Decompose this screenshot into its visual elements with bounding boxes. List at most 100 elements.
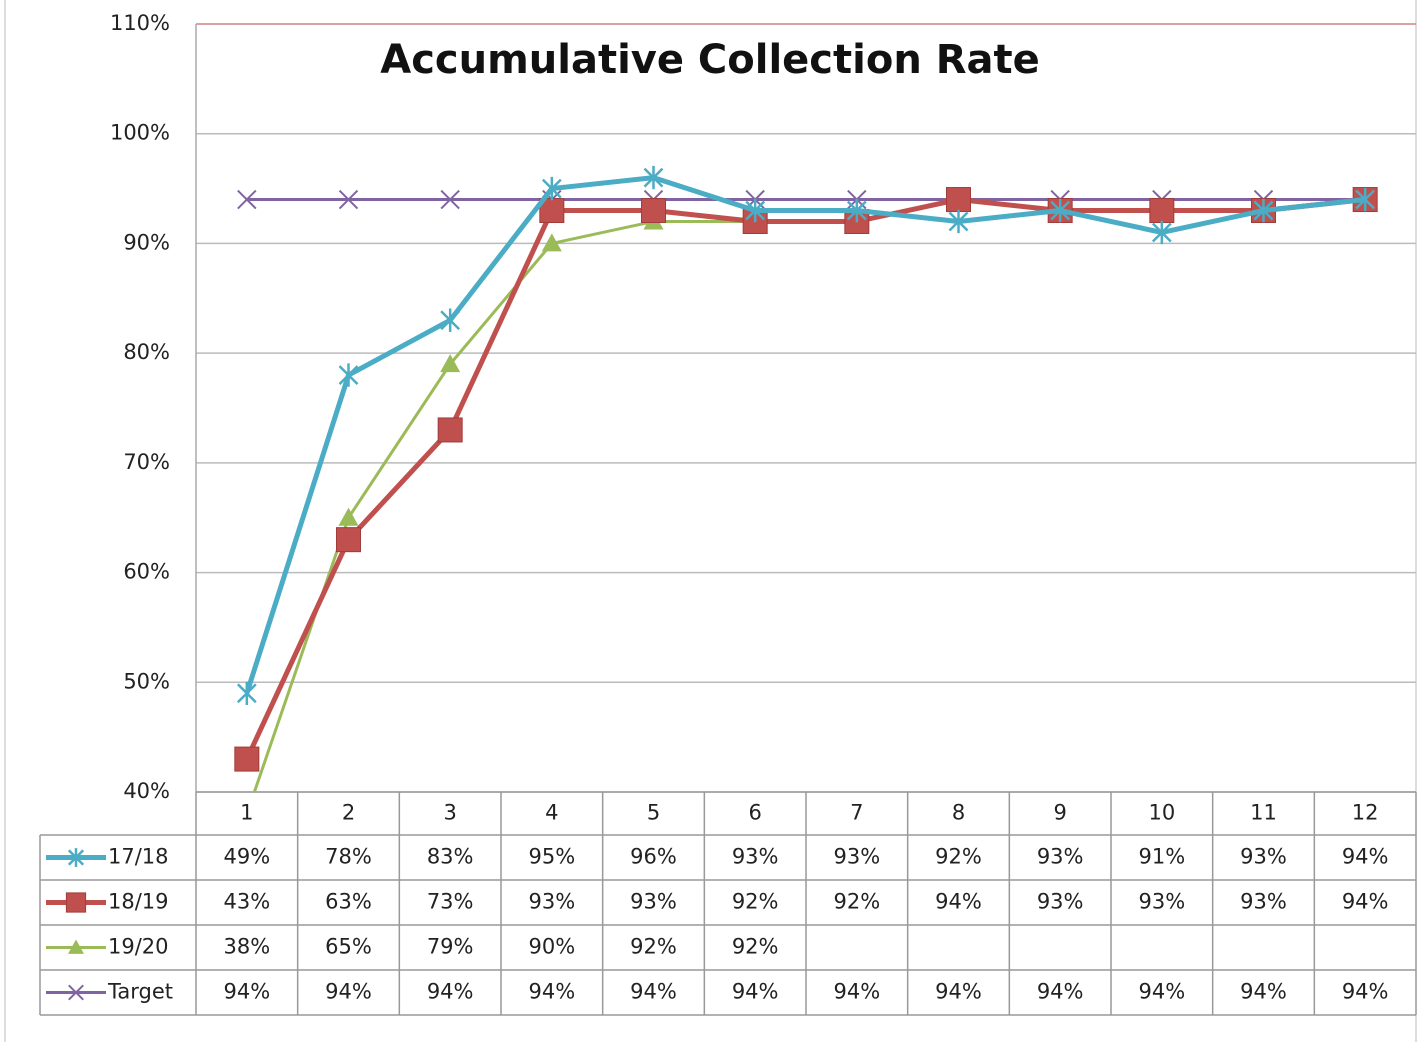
value-label: 93%: [1240, 845, 1287, 869]
legend-label: Target: [107, 980, 173, 1004]
value-label: 93%: [732, 845, 779, 869]
y-tick-label: 40%: [123, 779, 170, 803]
marker: [336, 527, 361, 553]
value-label: 93%: [1138, 890, 1185, 914]
marker-shape: [440, 308, 461, 332]
marker-shape: [437, 417, 463, 443]
marker: [1151, 220, 1172, 245]
marker: [846, 198, 867, 223]
x-tick-label: 7: [850, 801, 863, 825]
marker: [437, 417, 463, 443]
value-label: 90%: [528, 935, 575, 959]
x-tick-label: 11: [1250, 801, 1277, 825]
value-label: 92%: [732, 935, 779, 959]
marker-shape: [234, 746, 260, 772]
marker-shape: [338, 507, 359, 526]
value-label: 83%: [427, 845, 474, 869]
value-label: 93%: [1037, 845, 1084, 869]
value-label: 93%: [630, 890, 677, 914]
marker: [541, 176, 562, 201]
y-tick-label: 60%: [123, 560, 170, 584]
marker-shape: [1253, 198, 1274, 223]
value-label: 63%: [325, 890, 372, 914]
series-line: [244, 197, 1366, 761]
value-label: 92%: [935, 845, 982, 869]
y-tick-label: 110%: [110, 11, 170, 35]
value-label: 94%: [935, 980, 982, 1004]
marker-shape: [1149, 198, 1175, 224]
marker-shape: [338, 189, 359, 210]
value-label: 94%: [223, 980, 270, 1004]
marker-shape: [946, 187, 971, 213]
x-tick-label: 2: [342, 801, 355, 825]
value-label: 92%: [630, 935, 677, 959]
value-label: 94%: [1138, 980, 1185, 1004]
value-label: 43%: [223, 890, 270, 914]
marker-shape: [67, 848, 85, 867]
y-tick-label: 70%: [123, 450, 170, 474]
series-line: [252, 219, 756, 792]
marker: [745, 198, 766, 223]
marker: [440, 189, 460, 210]
marker-shape: [541, 233, 562, 252]
marker: [65, 892, 87, 913]
value-label: 94%: [427, 980, 474, 1004]
value-label: 94%: [1240, 980, 1287, 1004]
marker-shape: [237, 189, 257, 210]
y-tick-label: 80%: [123, 340, 170, 364]
marker-shape: [948, 209, 969, 234]
x-tick-label: 9: [1053, 801, 1066, 825]
x-tick-label: 1: [240, 801, 253, 825]
marker: [236, 681, 257, 705]
value-label: 94%: [325, 980, 372, 1004]
value-label: 93%: [833, 845, 880, 869]
marker: [234, 746, 260, 772]
value-label: 94%: [833, 980, 880, 1004]
marker-shape: [65, 892, 87, 913]
marker: [68, 939, 84, 954]
marker: [1050, 198, 1071, 223]
value-label: 78%: [325, 845, 372, 869]
value-label: 79%: [427, 935, 474, 959]
marker: [641, 198, 666, 224]
marker: [338, 507, 359, 526]
marker: [237, 189, 257, 210]
y-tick-label: 90%: [123, 230, 170, 254]
marker-shape: [643, 165, 664, 190]
plot-area: [234, 165, 1378, 792]
marker: [338, 363, 359, 387]
marker: [67, 848, 85, 867]
value-label: 93%: [528, 890, 575, 914]
marker: [946, 187, 971, 213]
x-tick-label: 3: [443, 801, 456, 825]
value-label: 94%: [935, 890, 982, 914]
marker: [1149, 198, 1175, 224]
x-tick-label: 12: [1352, 801, 1379, 825]
value-label: 38%: [223, 935, 270, 959]
marker-shape: [336, 527, 361, 553]
chart-title: Accumulative Collection Rate: [380, 37, 1040, 83]
x-tick-label: 4: [545, 801, 558, 825]
value-label: 95%: [528, 845, 575, 869]
value-label: 96%: [630, 845, 677, 869]
marker-shape: [1151, 220, 1172, 245]
marker-shape: [440, 189, 460, 210]
marker: [68, 984, 84, 1001]
marker: [1253, 198, 1274, 223]
value-label: 65%: [325, 935, 372, 959]
marker: [338, 189, 359, 210]
legend-label: 18/19: [108, 890, 169, 914]
value-label: 93%: [1037, 890, 1084, 914]
value-label: 94%: [1342, 845, 1389, 869]
marker: [541, 233, 562, 252]
marker-shape: [745, 198, 766, 223]
value-label: 49%: [223, 845, 270, 869]
x-tick-label: 6: [748, 801, 761, 825]
marker: [440, 354, 461, 373]
value-label: 94%: [528, 980, 575, 1004]
marker-shape: [440, 354, 461, 373]
marker-shape: [68, 984, 84, 1001]
marker-shape: [641, 198, 666, 224]
value-label: 94%: [1342, 890, 1389, 914]
value-label: 73%: [427, 890, 474, 914]
